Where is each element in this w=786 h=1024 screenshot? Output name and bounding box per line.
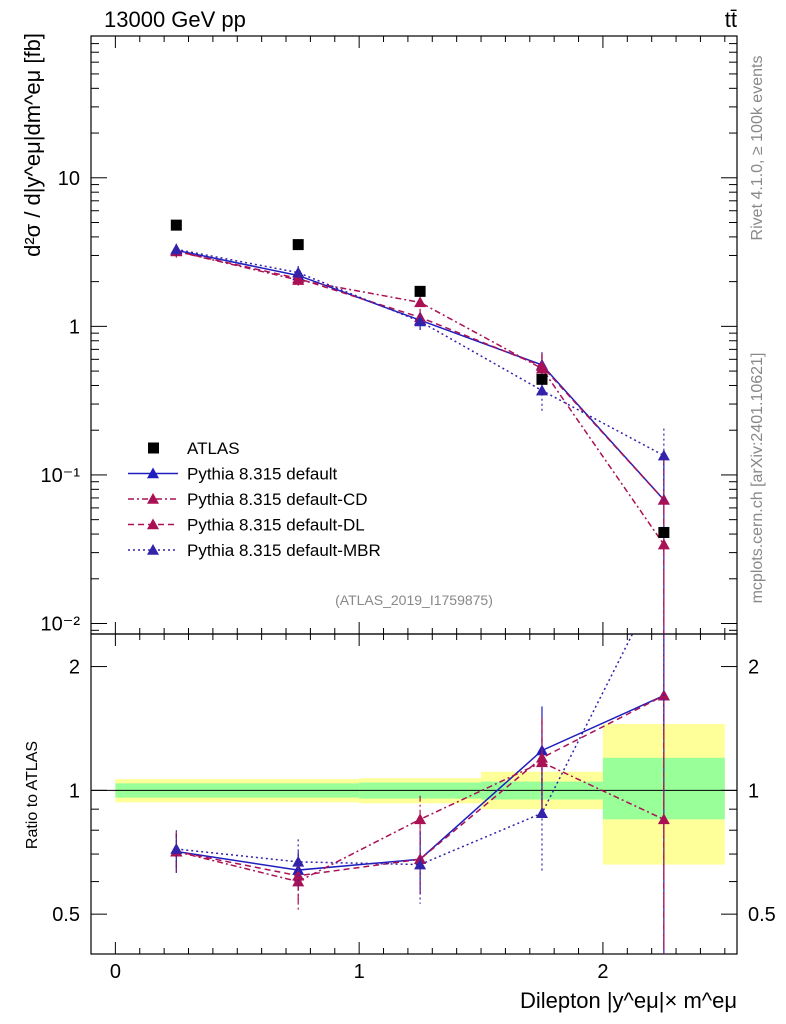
main-plot bbox=[170, 219, 670, 634]
ratio-y-tick-label-right: 0.5 bbox=[748, 904, 776, 926]
legend-label: Pythia 8.315 default-CD bbox=[187, 490, 368, 509]
legend-label: ATLAS bbox=[187, 439, 240, 458]
data-point bbox=[658, 526, 670, 538]
series-line bbox=[176, 248, 665, 457]
plot-frames bbox=[90, 35, 738, 955]
legend-entry-4: Pythia 8.315 default-MBR bbox=[128, 541, 381, 560]
ratio-point bbox=[292, 855, 305, 867]
series-point bbox=[535, 384, 548, 396]
x-tick-label: 0 bbox=[110, 961, 121, 983]
ratio-y-tick-label: 0.5 bbox=[52, 904, 80, 926]
ratio-frame bbox=[90, 633, 738, 955]
legend-entry-0: ATLAS bbox=[148, 439, 240, 458]
legend-marker bbox=[147, 518, 159, 530]
x-axis-label: Dilepton |y^eμ|× m^eμ bbox=[520, 988, 737, 1013]
atlas-data bbox=[170, 219, 670, 538]
ratio-plot bbox=[170, 634, 670, 954]
ratio-point bbox=[657, 813, 670, 825]
legend-marker bbox=[147, 544, 159, 555]
main-series-1 bbox=[170, 245, 670, 634]
x-tick-label: 1 bbox=[354, 961, 365, 983]
legend-label: Pythia 8.315 default-MBR bbox=[187, 541, 381, 560]
main-series-3 bbox=[170, 243, 670, 503]
series-point bbox=[170, 243, 183, 255]
axis-ticks: 0 1 2 10⁻² 10⁻¹ 1 10 0.5 0.5 1 1 2 2 bbox=[41, 35, 776, 983]
ratio-point bbox=[535, 807, 548, 818]
y-tick-label: 10⁻¹ bbox=[41, 465, 81, 487]
series-point bbox=[414, 315, 427, 327]
y-tick-label: 1 bbox=[69, 316, 80, 338]
energy-label: 13000 GeV pp bbox=[104, 7, 246, 32]
series-point bbox=[292, 266, 305, 278]
mcplots-label: mcplots.cern.ch [arXiv:2401.10621] bbox=[749, 353, 766, 604]
ratio-point bbox=[535, 751, 548, 763]
ratio-y-tick-label: 2 bbox=[69, 657, 80, 679]
x-tick-label: 2 bbox=[597, 961, 608, 983]
series-point bbox=[657, 449, 670, 461]
legend: ATLAS Pythia 8.315 default Pythia 8.315 de… bbox=[128, 439, 381, 560]
ratio-point bbox=[414, 858, 427, 870]
legend-marker bbox=[147, 467, 159, 479]
ratio-y-tick-label-right: 1 bbox=[748, 780, 759, 802]
data-point bbox=[292, 239, 304, 251]
legend-label: Pythia 8.315 default-DL bbox=[187, 516, 365, 535]
ratio-point bbox=[170, 843, 183, 854]
ratio-y-tick-label-right: 2 bbox=[748, 657, 759, 679]
series-point bbox=[414, 296, 427, 308]
legend-entry-1: Pythia 8.315 default bbox=[128, 465, 338, 484]
ratio-bands bbox=[91, 723, 737, 865]
data-point bbox=[536, 373, 548, 385]
legend-marker-data bbox=[148, 442, 159, 454]
analysis-label: (ATLAS_2019_I1759875) bbox=[335, 592, 493, 608]
rivet-label: Rivet 4.1.0, ≥ 100k events bbox=[749, 56, 766, 241]
data-point bbox=[414, 285, 426, 297]
data-point bbox=[170, 219, 182, 231]
legend-entry-3: Pythia 8.315 default-DL bbox=[128, 516, 365, 535]
process-label: tt̄ bbox=[725, 7, 737, 32]
ratio-line bbox=[176, 634, 634, 866]
ratio-point bbox=[414, 813, 427, 825]
legend-label: Pythia 8.315 default bbox=[187, 465, 338, 484]
ratio-y-tick-label: 1 bbox=[69, 780, 80, 802]
y-tick-label: 10 bbox=[58, 168, 80, 190]
y-tick-label: 10⁻² bbox=[41, 614, 81, 636]
ratio-series-3 bbox=[170, 634, 665, 904]
y-axis-label-main: d²σ / d|y^eμ|dm^eμ [fb] bbox=[20, 33, 45, 257]
legend-marker bbox=[147, 493, 159, 504]
ratio-line bbox=[176, 694, 665, 877]
y-axis-label-ratio: Ratio to ATLAS bbox=[24, 741, 41, 849]
series-point bbox=[535, 360, 548, 371]
legend-entry-2: Pythia 8.315 default-CD bbox=[128, 490, 368, 509]
